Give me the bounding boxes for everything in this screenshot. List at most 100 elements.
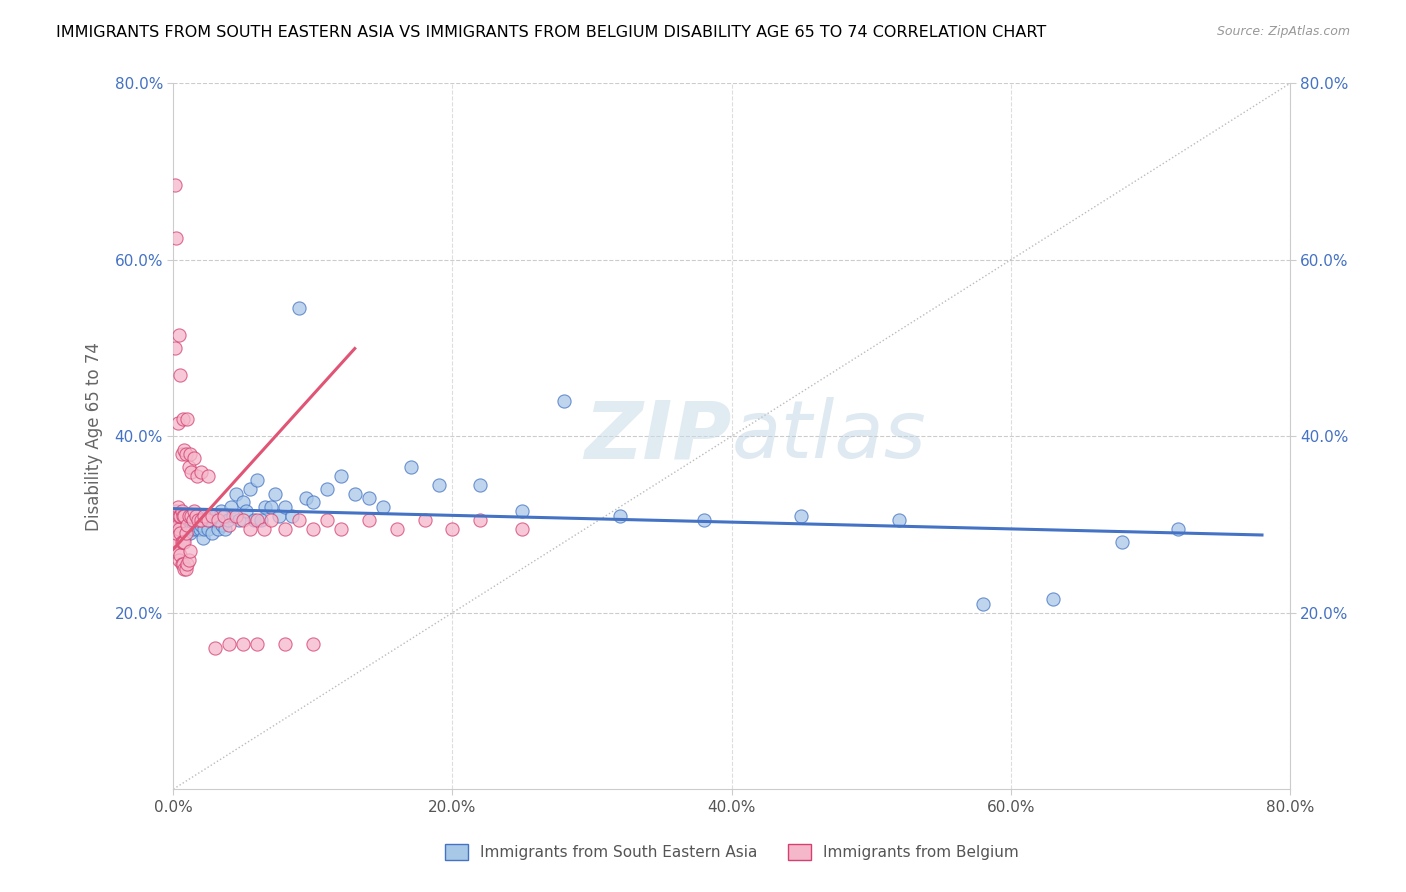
Point [183,451,205,466]
Point [232,513,254,527]
Point [179,447,201,461]
Point [169,508,191,523]
Point [217,513,239,527]
Point [190,513,212,527]
Point [166,500,188,514]
Point [186,522,208,536]
Text: IMMIGRANTS FROM SOUTH EASTERN ASIA VS IMMIGRANTS FROM BELGIUM DISABILITY AGE 65 : IMMIGRANTS FROM SOUTH EASTERN ASIA VS IM… [56,25,1046,40]
Point [173,561,195,575]
Point [193,522,215,536]
Point [167,508,190,523]
Point [166,544,188,558]
Point [177,517,200,532]
Point [180,465,202,479]
Y-axis label: Disability Age 65 to 74: Disability Age 65 to 74 [86,342,103,531]
Point [441,522,464,536]
Point [179,544,201,558]
Point [274,637,297,651]
Point [225,486,247,500]
Point [195,508,218,523]
Point [193,508,215,523]
Point [510,522,533,536]
Point [243,513,266,527]
Point [170,504,193,518]
Point [167,327,190,342]
Point [165,535,187,549]
Point [169,549,191,563]
Text: Source: ZipAtlas.com: Source: ZipAtlas.com [1216,25,1350,38]
Point [253,522,276,536]
Point [609,508,631,523]
Point [246,637,269,651]
Point [166,416,188,430]
Point [470,478,492,492]
Legend: Immigrants from South Eastern Asia, Immigrants from Belgium: Immigrants from South Eastern Asia, Immi… [439,838,1025,866]
Point [343,486,366,500]
Point [246,474,269,488]
Point [170,517,193,532]
Point [197,522,219,536]
Point [371,500,394,514]
Point [1111,535,1133,549]
Point [177,460,200,475]
Point [165,526,187,541]
Point [357,513,380,527]
Point [177,508,200,523]
Point [167,522,190,536]
Point [211,517,233,532]
Point [295,491,318,505]
Point [254,500,277,514]
Point [399,460,422,475]
Point [232,495,254,509]
Point [181,513,204,527]
Point [329,469,352,483]
Point [413,513,436,527]
Point [190,465,212,479]
Point [174,508,197,523]
Point [204,508,226,523]
Point [166,517,188,532]
Point [315,482,337,496]
Point [315,513,337,527]
Point [274,500,297,514]
Point [246,513,269,527]
Point [260,500,283,514]
Point [198,513,221,527]
Point [553,394,575,409]
Point [201,508,224,523]
Point [174,447,197,461]
Point [166,513,188,527]
Point [172,411,194,425]
Point [167,526,190,541]
Point [288,513,311,527]
Point [181,522,204,536]
Point [972,597,994,611]
Point [201,526,224,541]
Point [225,508,247,523]
Point [385,522,408,536]
Point [173,531,195,545]
Point [302,495,325,509]
Point [188,522,211,536]
Point [1042,592,1064,607]
Text: ZIP: ZIP [585,397,731,475]
Point [212,508,235,523]
Point [186,469,208,483]
Point [169,368,191,382]
Point [887,513,910,527]
Point [187,513,209,527]
Point [197,469,219,483]
Point [165,504,187,518]
Point [191,531,214,545]
Point [197,513,219,527]
Point [163,517,186,532]
Point [302,522,325,536]
Point [163,526,186,541]
Point [177,553,200,567]
Point [176,522,198,536]
Point [173,535,195,549]
Point [183,504,205,518]
Point [163,178,186,192]
Point [170,558,193,572]
Point [167,553,190,567]
